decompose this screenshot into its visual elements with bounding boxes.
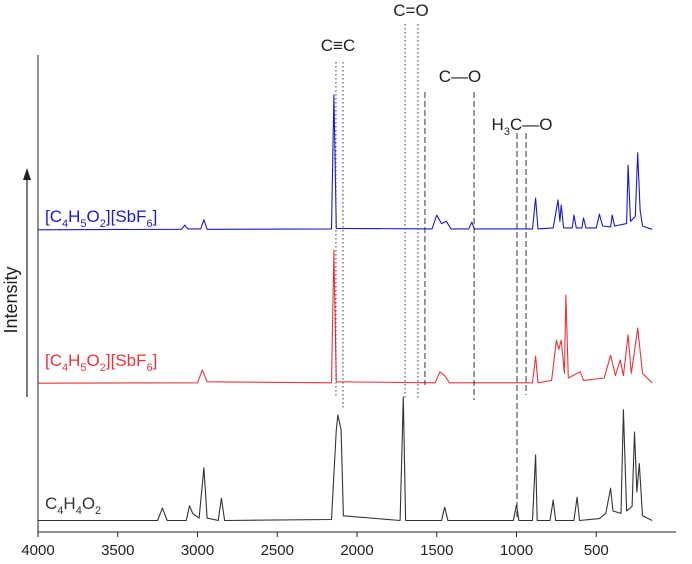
annotation-label: H3C—O — [492, 115, 553, 137]
spectrum — [37, 249, 653, 384]
x-tick-label: 2000 — [340, 542, 373, 559]
x-tick-label: 1500 — [420, 542, 453, 559]
arrow-head — [23, 168, 31, 180]
x-tick-label: 3000 — [181, 542, 214, 559]
spectrum — [38, 396, 653, 522]
x-tick-label: 2500 — [261, 542, 294, 559]
x-tick-label: 3500 — [101, 542, 134, 559]
annotation-label: C≡C — [321, 36, 355, 55]
x-tick-label: 500 — [584, 542, 609, 559]
x-tick-label: 4000 — [21, 542, 54, 559]
series-label: [C4H5O2][SbF6] — [45, 351, 157, 373]
series-label: [C4H5O2][SbF6] — [45, 207, 157, 229]
y-axis-label: Intensity — [1, 266, 21, 333]
spectrum — [37, 94, 653, 231]
annotation-label: C=O — [393, 1, 428, 20]
x-tick-label: 1000 — [500, 542, 533, 559]
series-label: C4H4O2 — [45, 494, 101, 516]
annotation-label: C—O — [439, 67, 482, 86]
